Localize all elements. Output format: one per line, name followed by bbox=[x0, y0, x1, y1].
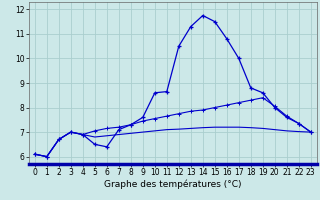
X-axis label: Graphe des températures (°C): Graphe des températures (°C) bbox=[104, 180, 242, 189]
